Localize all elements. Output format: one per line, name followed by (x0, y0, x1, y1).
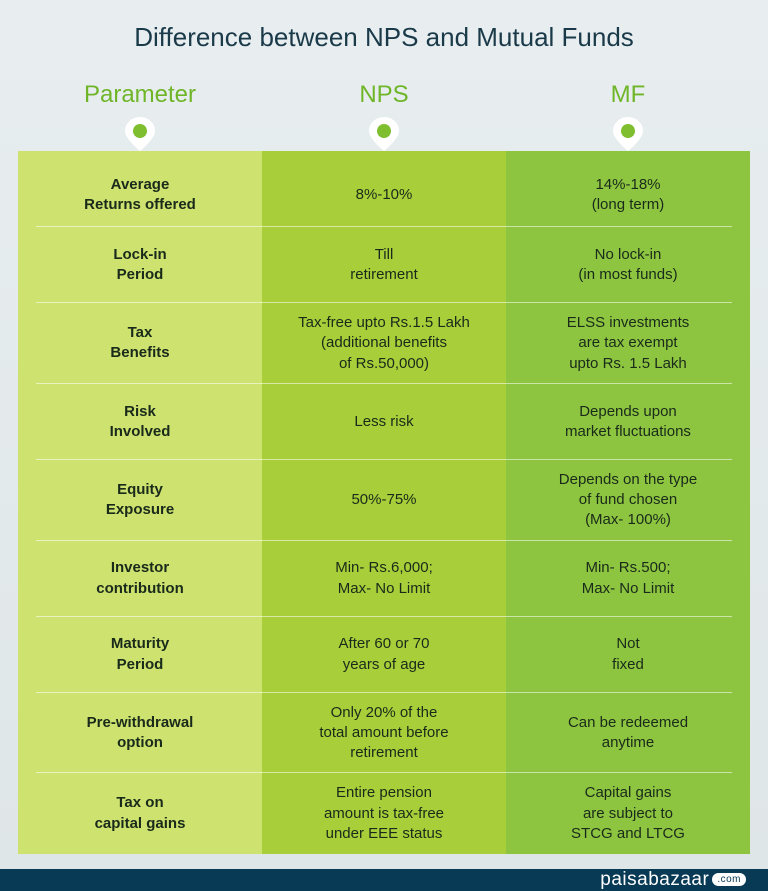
table-row: MaturityPeriodAfter 60 or 70years of age… (18, 617, 750, 693)
header-mf-label: MF (506, 81, 750, 109)
cell-nps: Tillretirement (262, 227, 506, 303)
header-parameter-label: Parameter (18, 81, 262, 109)
cell-nps: Tax-free upto Rs.1.5 Lakh(additional ben… (262, 303, 506, 384)
cell-mf: ELSS investmentsare tax exemptupto Rs. 1… (506, 303, 750, 384)
cell-mf: Min- Rs.500;Max- No Limit (506, 541, 750, 617)
cell-nps: Min- Rs.6,000;Max- No Limit (262, 541, 506, 617)
brand-logo: paisabazaar.com (600, 869, 746, 891)
cell-param: Pre-withdrawaloption (18, 693, 262, 774)
cell-param: TaxBenefits (18, 303, 262, 384)
table-row: InvestorcontributionMin- Rs.6,000;Max- N… (18, 541, 750, 617)
cell-param: MaturityPeriod (18, 617, 262, 693)
table-row: AverageReturns offered8%-10%14%-18%(long… (18, 151, 750, 227)
table-body: AverageReturns offered8%-10%14%-18%(long… (18, 151, 750, 854)
cell-param: EquityExposure (18, 460, 262, 541)
cell-mf: 14%-18%(long term) (506, 151, 750, 227)
cell-param: Investorcontribution (18, 541, 262, 617)
cell-mf: Depends uponmarket fluctuations (506, 384, 750, 460)
header-nps: NPS (262, 73, 506, 151)
table-header-row: Parameter NPS MF (18, 73, 750, 151)
infographic-container: Difference between NPS and Mutual Funds … (0, 0, 768, 869)
cell-param: AverageReturns offered (18, 151, 262, 227)
pin-icon (613, 117, 643, 151)
header-mf: MF (506, 73, 750, 151)
cell-mf: No lock-in(in most funds) (506, 227, 750, 303)
cell-nps: Entire pensionamount is tax-freeunder EE… (262, 773, 506, 854)
cell-nps: Less risk (262, 384, 506, 460)
cell-nps: 50%-75% (262, 460, 506, 541)
pin-icon (125, 117, 155, 151)
cell-param: Tax oncapital gains (18, 773, 262, 854)
pin-icon (369, 117, 399, 151)
header-nps-label: NPS (262, 81, 506, 109)
footer-bar: paisabazaar.com (0, 869, 768, 891)
table-row: RiskInvolvedLess riskDepends uponmarket … (18, 384, 750, 460)
cell-param: RiskInvolved (18, 384, 262, 460)
page-title: Difference between NPS and Mutual Funds (18, 22, 750, 53)
header-parameter: Parameter (18, 73, 262, 151)
cell-mf: Notfixed (506, 617, 750, 693)
cell-param: Lock-inPeriod (18, 227, 262, 303)
table-row: TaxBenefitsTax-free upto Rs.1.5 Lakh(add… (18, 303, 750, 384)
table-row: Tax oncapital gainsEntire pensionamount … (18, 773, 750, 854)
cell-mf: Capital gainsare subject toSTCG and LTCG (506, 773, 750, 854)
table-row: EquityExposure50%-75%Depends on the type… (18, 460, 750, 541)
table-row: Lock-inPeriodTillretirementNo lock-in(in… (18, 227, 750, 303)
cell-mf: Can be redeemedanytime (506, 693, 750, 774)
cell-nps: Only 20% of thetotal amount beforeretire… (262, 693, 506, 774)
comparison-table: Parameter NPS MF (18, 73, 750, 854)
cell-nps: 8%-10% (262, 151, 506, 227)
cell-mf: Depends on the typeof fund chosen(Max- 1… (506, 460, 750, 541)
cell-nps: After 60 or 70years of age (262, 617, 506, 693)
table-row: Pre-withdrawaloptionOnly 20% of thetotal… (18, 693, 750, 774)
